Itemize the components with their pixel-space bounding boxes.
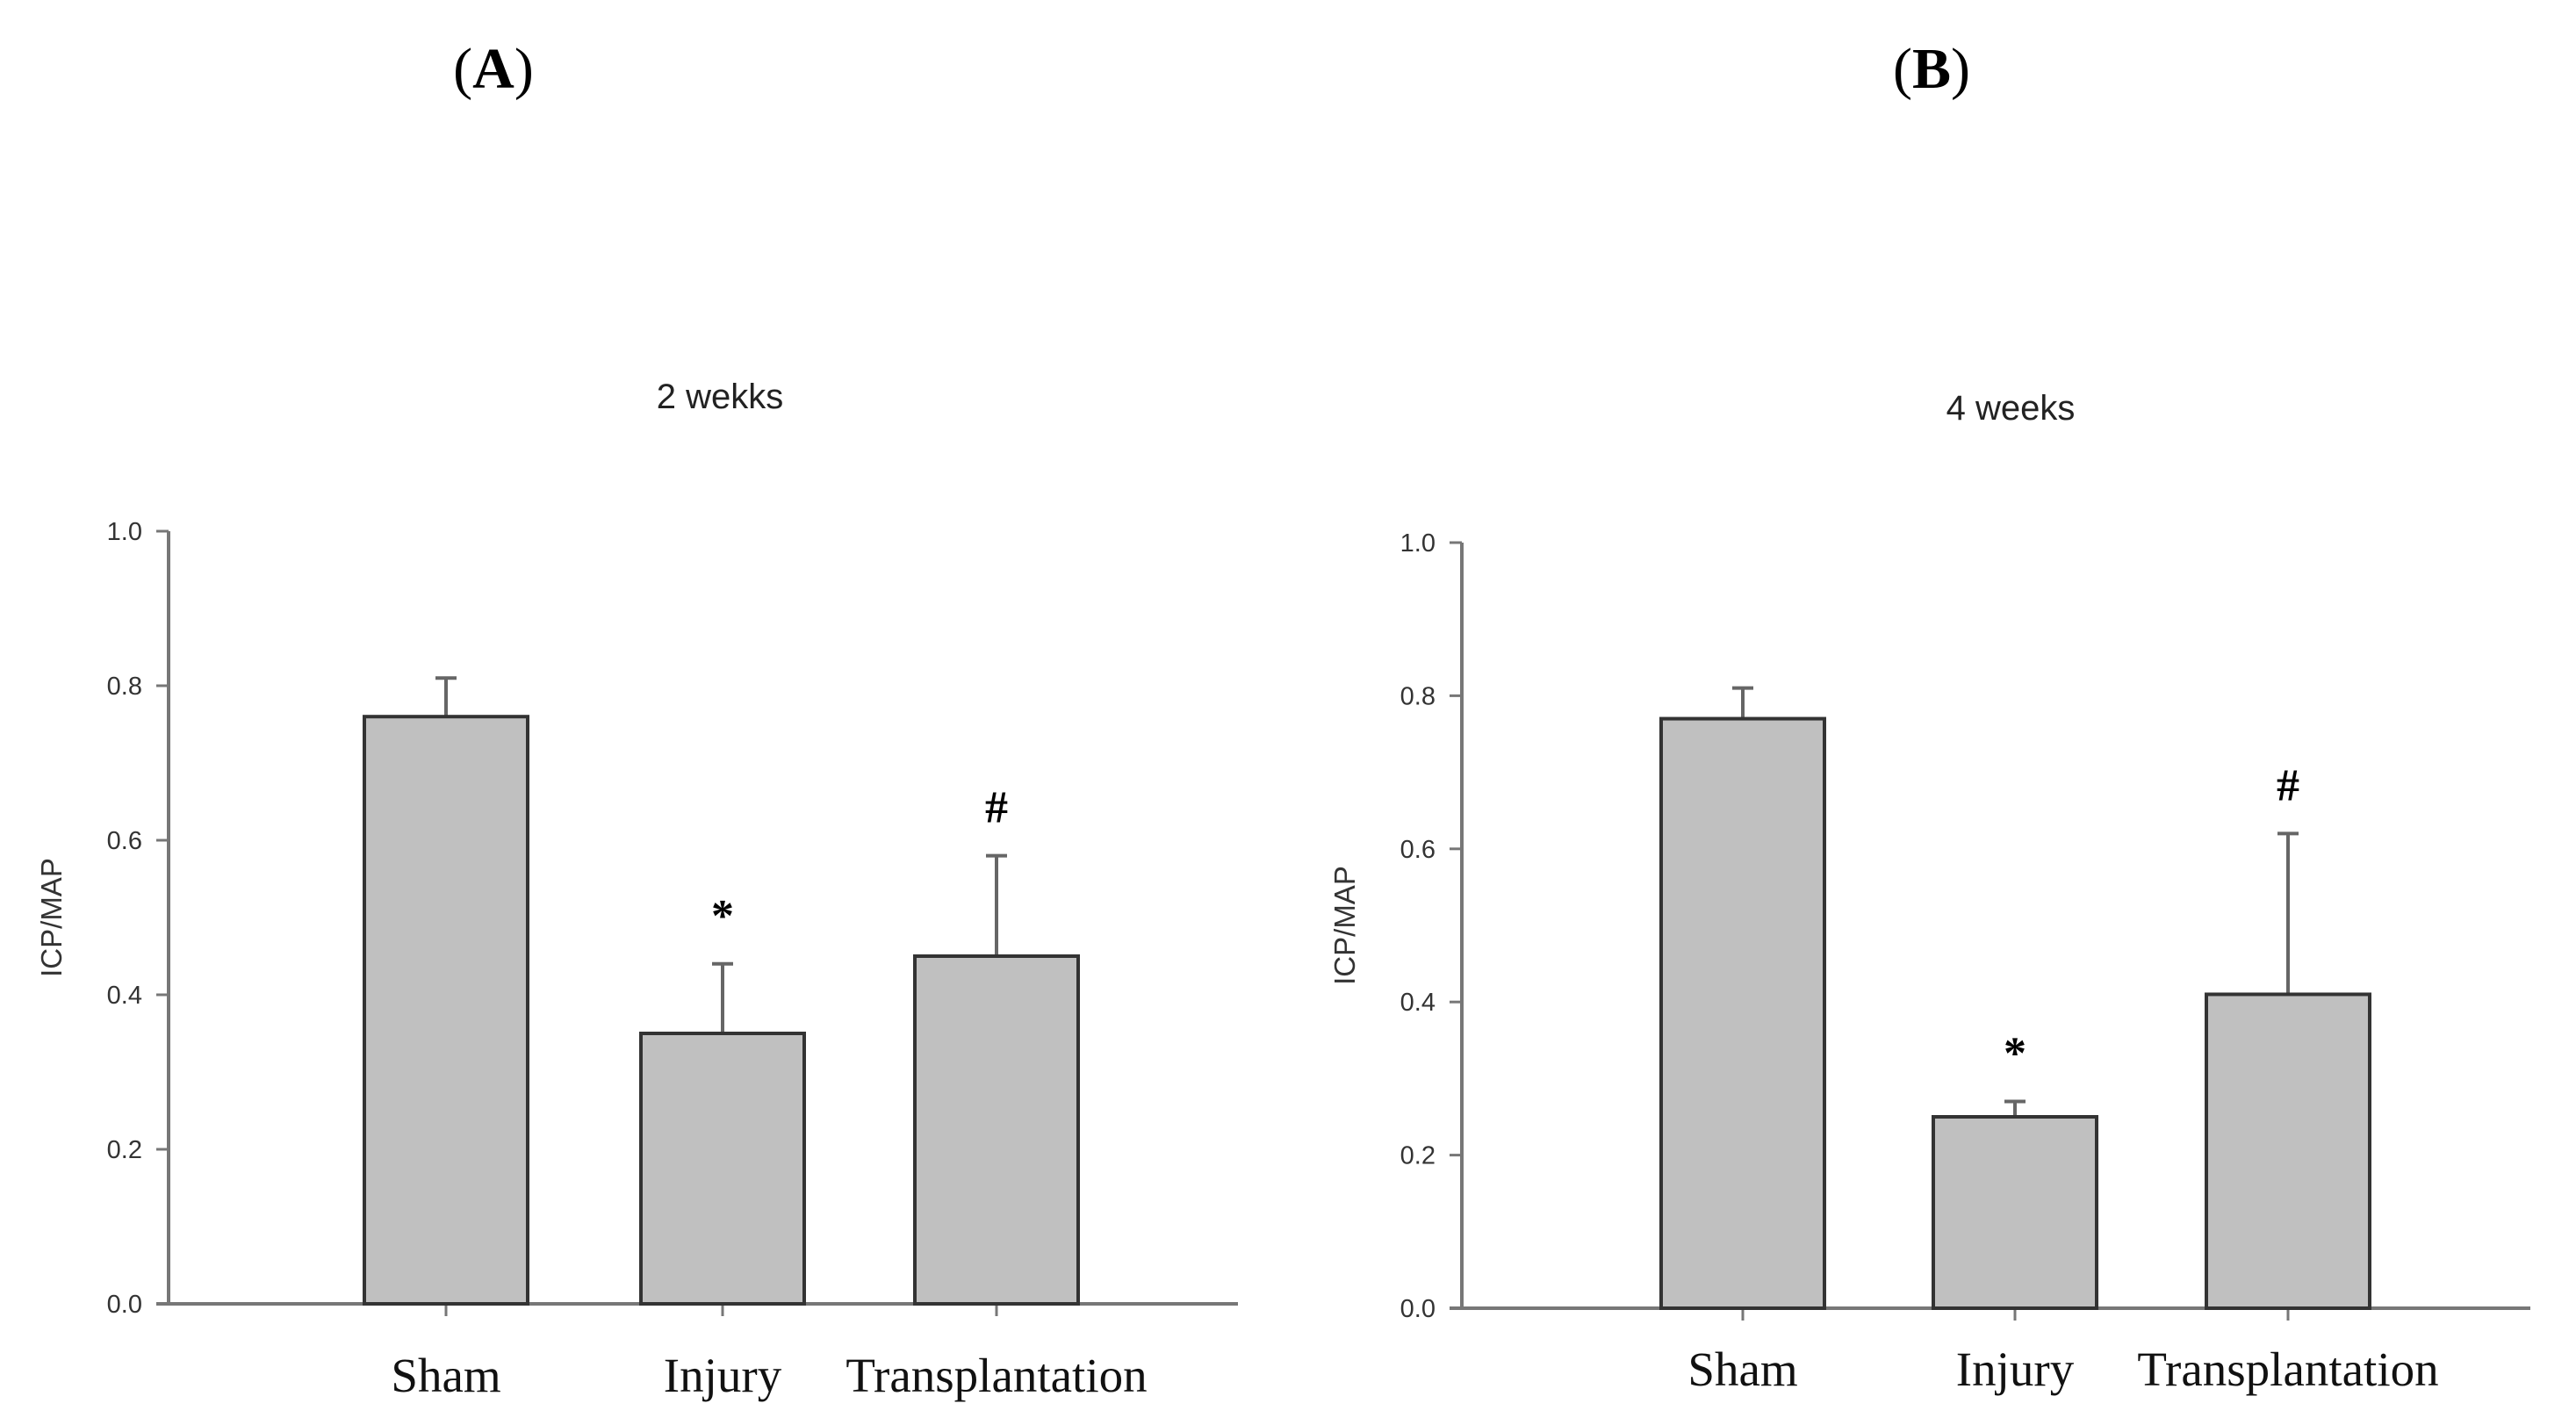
y-tick-label: 0.4 [107,982,142,1010]
bar-transplantation [913,954,1080,1306]
category-label-injury: Injury [664,1349,782,1402]
chart-panel-a: (A) 2 wekks ICP/MAP 0.0 0.2 0.4 0.6 0.8 1.0 Sham *… [35,37,1238,1402]
significance-hash: # [2277,760,2299,810]
y-tick-label: 0.2 [107,1136,142,1164]
y-tick-label: 0.6 [107,827,142,855]
bar-injury [639,1032,806,1306]
panel-label: (A) [453,37,534,101]
chart-title: 2 wekks [657,378,784,416]
y-tick-label: 0.8 [1400,682,1436,710]
y-tick-label: 1.0 [107,518,142,546]
y-axis-title: ICP/MAP [35,858,68,977]
y-tick-label: 0.4 [1400,989,1436,1017]
panel-label-open-paren: ( [453,37,472,101]
category-label-transplantation: Transplantation [845,1349,1147,1402]
panel-label-open-paren: ( [1893,37,1912,101]
category-label-injury: Injury [1956,1342,2075,1396]
significance-hash: # [985,783,1008,833]
chart-title: 4 weeks [1946,389,2076,428]
y-tick-label: 0.2 [1400,1142,1436,1170]
y-tick-label: 0.0 [1400,1295,1436,1323]
panel-label-close-paren: ) [1951,37,1970,101]
category-label-sham: Sham [391,1349,500,1402]
panel-label-close-paren: ) [514,37,534,101]
significance-asterisk: * [711,891,734,941]
bar-sham [363,715,529,1306]
y-tick-label: 0.0 [107,1291,142,1319]
panel-label-letter: B [1912,37,1951,101]
category-label-sham: Sham [1687,1342,1797,1396]
significance-asterisk: * [2004,1029,2026,1079]
y-tick-label: 0.6 [1400,836,1436,864]
bar-sham [1659,716,1826,1310]
category-label-transplantation: Transplantation [2137,1342,2438,1396]
y-axis-title: ICP/MAP [1328,866,1361,985]
chart-panel-b: (B) 4 weeks ICP/MAP 0.0 0.2 0.4 0.6 0.8 1.0 Sham *… [1328,37,2530,1396]
panel-label: (B) [1893,37,1970,101]
y-tick-label: 0.8 [107,673,142,701]
y-tick-label: 1.0 [1400,529,1436,558]
bar-injury [1932,1115,2098,1310]
bar-transplantation [2205,992,2371,1310]
panel-label-letter: A [472,37,514,101]
